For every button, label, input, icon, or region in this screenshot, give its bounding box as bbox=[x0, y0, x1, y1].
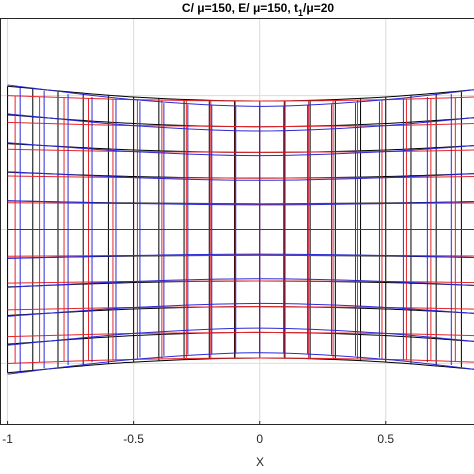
tick-labels: -1 -0.5 0 0.5 bbox=[2, 421, 394, 446]
mesh-row bbox=[7, 142, 474, 157]
x-tick-label: 0.5 bbox=[377, 432, 394, 446]
x-tick-label: -0.5 bbox=[123, 432, 144, 446]
mesh-row bbox=[7, 253, 474, 259]
plot-area bbox=[7, 84, 474, 375]
mesh-row bbox=[7, 352, 474, 375]
mesh-row bbox=[7, 302, 474, 317]
mesh-row bbox=[7, 327, 474, 346]
axes-box bbox=[0, 18, 474, 425]
x-tick-label: 0 bbox=[256, 432, 263, 446]
x-tick-label: -1 bbox=[2, 432, 13, 446]
mesh-row bbox=[7, 113, 474, 132]
x-axis-label: X bbox=[256, 455, 264, 469]
mesh-row bbox=[7, 95, 474, 102]
title-part: /μ=20 bbox=[303, 1, 334, 15]
mesh-row bbox=[7, 200, 474, 206]
mesh-row bbox=[7, 357, 474, 364]
mesh-row bbox=[7, 171, 474, 181]
mesh-row bbox=[7, 84, 474, 107]
chart-title: C/ μ=150, E/ μ=150, t1/μ=20 bbox=[182, 1, 334, 18]
mesh-row bbox=[7, 278, 474, 288]
title-subscript: 1 bbox=[298, 8, 303, 18]
title-part: C/ μ=150, E/ μ=150, t bbox=[182, 1, 298, 15]
